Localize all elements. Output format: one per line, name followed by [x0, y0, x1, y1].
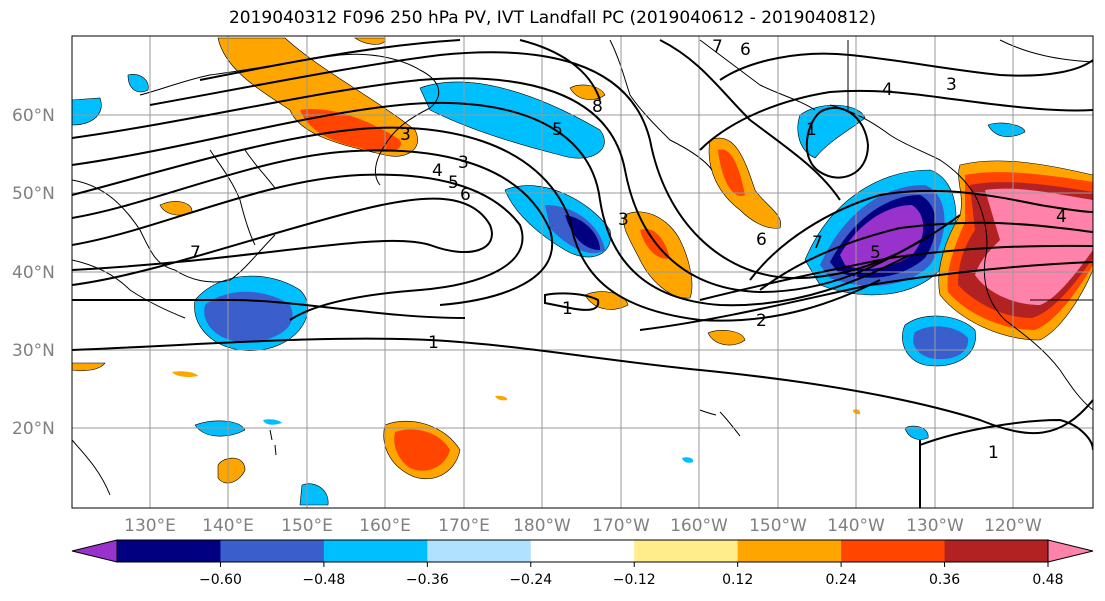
colorbar-segment	[427, 540, 532, 562]
contour-label: 7	[812, 233, 823, 253]
lat-label: 50°N	[12, 184, 55, 204]
longitude-labels: 130°E 140°E 150°E 160°E 170°E 180°W 170°…	[124, 516, 1042, 536]
lat-label: 30°N	[12, 341, 55, 361]
colorbar-segment	[323, 540, 428, 562]
contour-label: 1	[988, 443, 999, 463]
lon-label: 160°E	[359, 516, 411, 536]
colorbar-segment	[530, 540, 635, 562]
contour-label: 1	[806, 120, 817, 140]
lat-label: 60°N	[12, 106, 55, 126]
lon-label: 180°W	[513, 516, 571, 536]
contour-label: 1	[428, 333, 439, 353]
lon-label: 160°W	[670, 516, 728, 536]
contour-label: 3	[946, 75, 957, 95]
colorbar-extend-right	[1047, 539, 1094, 563]
contour-label: 3	[400, 125, 411, 145]
contour-label: 4	[882, 80, 893, 100]
figure-title: 2019040312 F096 250 hPa PV, IVT Landfall…	[228, 8, 876, 28]
colorbar-segment	[220, 540, 325, 562]
colorbar-tick-label: −0.36	[406, 572, 449, 588]
lon-label: 150°W	[749, 516, 807, 536]
colorbar-frame	[116, 539, 1049, 563]
lat-label: 20°N	[12, 419, 55, 439]
contour-label: 6	[740, 40, 751, 60]
colorbar-tick-label: 0.48	[1032, 572, 1063, 588]
colorbar-tick-label: −0.12	[613, 572, 656, 588]
contour-labels: 1 1 1 1 2 3 3 3 3 4 4 4 5 5 5 6 6 6 7 7	[190, 37, 1067, 463]
lon-label: 120°W	[984, 516, 1042, 536]
colorbar-segment	[117, 540, 221, 562]
lon-label: 130°W	[906, 516, 964, 536]
contours	[72, 39, 1093, 508]
latitude-labels: 60°N 50°N 40°N 30°N 20°N	[12, 106, 55, 439]
lon-label: 140°W	[827, 516, 885, 536]
contour-label: 4	[432, 161, 443, 181]
contour-label: 6	[460, 185, 471, 205]
contour-label: 5	[552, 120, 563, 140]
colorbar-tick-label: 0.12	[722, 572, 753, 588]
contour-label: 7	[190, 243, 201, 263]
colorbar-extend-left	[71, 539, 118, 563]
gridlines	[72, 36, 1093, 508]
contour-label: 7	[712, 37, 723, 57]
lon-label: 140°E	[202, 516, 254, 536]
colorbar-segment	[841, 540, 946, 562]
colorbar-segment	[944, 540, 1049, 562]
colorbar-segment	[737, 540, 842, 562]
colorbar-tick-label: −0.60	[199, 572, 242, 588]
colorbar-tick-label: 0.36	[929, 572, 960, 588]
contour-label: 5	[870, 243, 881, 263]
lon-label: 170°E	[438, 516, 490, 536]
contour-label: 6	[756, 230, 767, 250]
contour-label: 5	[448, 173, 459, 193]
colorbar-tick-label: 0.24	[826, 572, 857, 588]
colorbar-tick-label: −0.24	[509, 572, 552, 588]
lon-label: 130°E	[124, 516, 176, 536]
lon-label: 170°W	[592, 516, 650, 536]
positive-shading	[72, 37, 1093, 484]
contour-label: 8	[592, 97, 603, 117]
contour-label: 1	[562, 299, 573, 319]
colorbar: −0.60 −0.48 −0.36 −0.24 −0.12 0.12 0.24 0.36 0.4…	[71, 539, 1094, 588]
map-frame	[71, 35, 1094, 509]
colorbar-tick-label: −0.48	[302, 572, 345, 588]
contour-label: 2	[756, 311, 767, 331]
lat-label: 40°N	[12, 263, 55, 283]
contour-label: 4	[1056, 207, 1067, 227]
contour-label: 3	[618, 210, 629, 230]
lon-label: 150°E	[281, 516, 333, 536]
colorbar-segment	[634, 540, 739, 562]
contour-label: 3	[458, 153, 469, 173]
